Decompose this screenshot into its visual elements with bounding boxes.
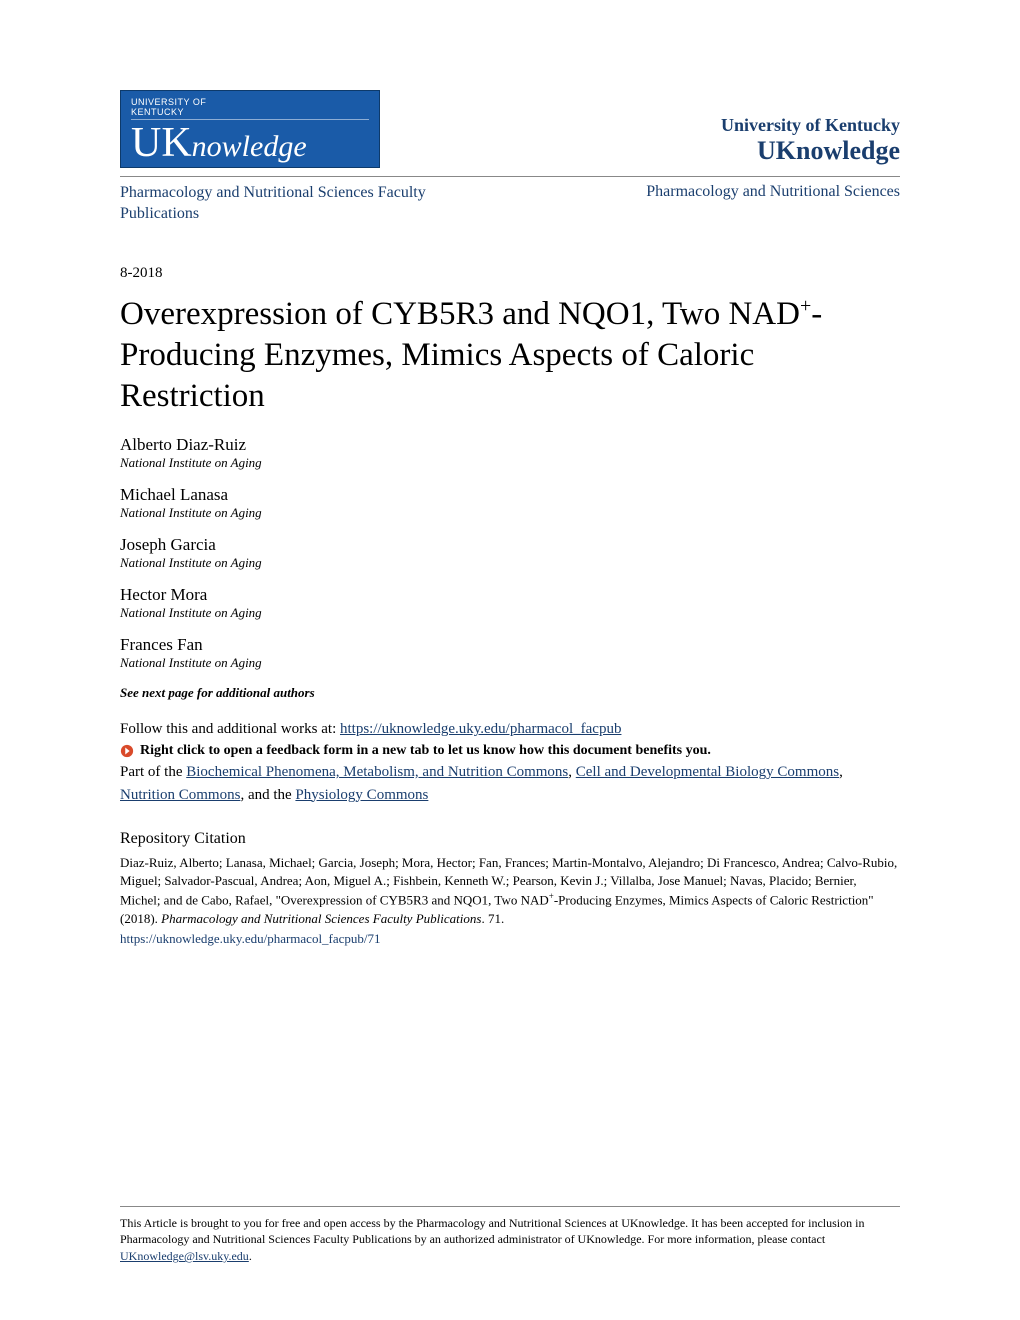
partof-prefix: Part of the — [120, 764, 186, 780]
part-of-block: Part of the Biochemical Phenomena, Metab… — [120, 761, 900, 806]
author-affiliation: National Institute on Aging — [120, 455, 900, 471]
logo-main: UKnowledge — [131, 122, 369, 164]
article-title: Overexpression of CYB5R3 and NQO1, Two N… — [120, 294, 900, 418]
citation-heading: Repository Citation — [120, 830, 900, 848]
commons-link[interactable]: Biochemical Phenomena, Metabolism, and N… — [186, 764, 568, 780]
author-entry: Michael Lanasa National Institute on Agi… — [120, 485, 900, 521]
commons-link[interactable]: Nutrition Commons — [120, 787, 240, 803]
citation-publication: Pharmacology and Nutritional Sciences Fa… — [161, 911, 481, 926]
logo-kentucky: KENTUCKY — [131, 107, 184, 117]
author-entry: Joseph Garcia National Institute on Agin… — [120, 535, 900, 571]
header-row: UNIVERSITY OF KENTUCKY UKnowledge Univer… — [120, 90, 900, 177]
repo-name[interactable]: UKnowledge — [721, 136, 900, 166]
author-name: Alberto Diaz-Ruiz — [120, 435, 900, 455]
citation-url-link[interactable]: https://uknowledge.uky.edu/pharmacol_fac… — [120, 930, 900, 948]
follow-line: Follow this and additional works at: htt… — [120, 719, 900, 741]
author-entry: Frances Fan National Institute on Aging — [120, 635, 900, 671]
author-name: Joseph Garcia — [120, 535, 900, 555]
title-pre: Overexpression of CYB5R3 and NQO1, Two N… — [120, 296, 800, 332]
follow-prefix: Follow this and additional works at: — [120, 721, 340, 737]
footer-email-link[interactable]: UKnowledge@lsv.uky.edu — [120, 1249, 249, 1263]
logo-top-text: UNIVERSITY OF KENTUCKY — [131, 97, 369, 120]
logo-uk: UK — [131, 120, 192, 166]
feedback-icon — [120, 744, 134, 758]
joiner: , and the — [240, 787, 295, 803]
author-name: Frances Fan — [120, 635, 900, 655]
author-entry: Alberto Diaz-Ruiz National Institute on … — [120, 435, 900, 471]
feedback-line[interactable]: Right click to open a feedback form in a… — [120, 743, 900, 759]
author-affiliation: National Institute on Aging — [120, 555, 900, 571]
collection-url-link[interactable]: https://uknowledge.uky.edu/pharmacol_fac… — [340, 721, 621, 737]
author-name: Michael Lanasa — [120, 485, 900, 505]
page-container: UNIVERSITY OF KENTUCKY UKnowledge Univer… — [0, 0, 1020, 998]
footer-period: . — [249, 1249, 252, 1263]
commons-link[interactable]: Physiology Commons — [295, 787, 428, 803]
citation-block: Repository Citation Diaz-Ruiz, Alberto; … — [120, 830, 900, 948]
logo-nowledge: nowledge — [192, 130, 307, 163]
collection-link[interactable]: Pharmacology and Nutritional Sciences Fa… — [120, 183, 480, 225]
breadcrumb-row: Pharmacology and Nutritional Sciences Fa… — [120, 183, 900, 225]
title-sup: + — [800, 295, 811, 317]
more-authors-note: See next page for additional authors — [120, 685, 900, 701]
logo-univ-of: UNIVERSITY OF — [131, 97, 206, 107]
author-list: Alberto Diaz-Ruiz National Institute on … — [120, 435, 900, 671]
author-affiliation: National Institute on Aging — [120, 505, 900, 521]
joiner: , — [568, 764, 576, 780]
author-affiliation: National Institute on Aging — [120, 605, 900, 621]
publication-date: 8-2018 — [120, 265, 900, 282]
institution-block: University of Kentucky UKnowledge — [721, 115, 900, 168]
repo-logo[interactable]: UNIVERSITY OF KENTUCKY UKnowledge — [120, 90, 380, 168]
author-name: Hector Mora — [120, 585, 900, 605]
commons-link[interactable]: Cell and Developmental Biology Commons — [576, 764, 839, 780]
author-affiliation: National Institute on Aging — [120, 655, 900, 671]
department-link[interactable]: Pharmacology and Nutritional Sciences — [646, 183, 900, 201]
footer: This Article is brought to you for free … — [120, 1206, 900, 1265]
citation-body: Diaz-Ruiz, Alberto; Lanasa, Michael; Gar… — [120, 854, 900, 948]
author-entry: Hector Mora National Institute on Aging — [120, 585, 900, 621]
footer-text: This Article is brought to you for free … — [120, 1216, 864, 1247]
institution-name[interactable]: University of Kentucky — [721, 115, 900, 136]
citation-num: . 71. — [481, 911, 504, 926]
feedback-text: Right click to open a feedback form in a… — [140, 743, 711, 758]
joiner: , — [839, 764, 843, 780]
